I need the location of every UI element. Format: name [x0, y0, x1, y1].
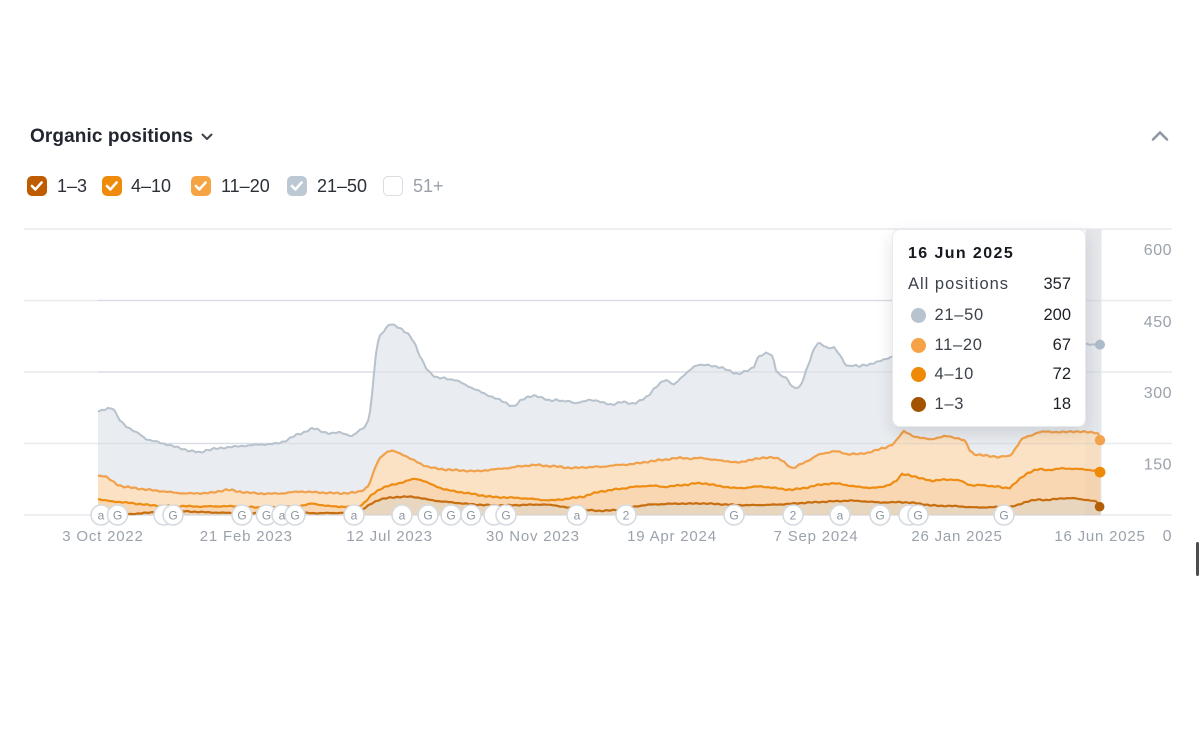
svg-text:26 Jan 2025: 26 Jan 2025: [911, 528, 1002, 545]
svg-text:19 Apr 2024: 19 Apr 2024: [627, 528, 717, 545]
svg-text:a: a: [837, 509, 844, 523]
svg-text:G: G: [290, 509, 299, 523]
svg-text:G: G: [875, 509, 884, 523]
svg-text:150: 150: [1144, 456, 1172, 473]
svg-text:G: G: [113, 509, 122, 523]
svg-text:600: 600: [1144, 242, 1172, 259]
svg-text:12 Jul 2023: 12 Jul 2023: [346, 528, 432, 545]
svg-text:G: G: [446, 509, 455, 523]
svg-text:2: 2: [623, 509, 630, 523]
svg-text:G: G: [237, 509, 246, 523]
svg-text:G: G: [423, 509, 432, 523]
svg-text:7 Sep 2024: 7 Sep 2024: [774, 528, 859, 545]
svg-text:G: G: [262, 509, 271, 523]
svg-text:21 Feb 2023: 21 Feb 2023: [200, 528, 293, 545]
svg-text:16 Jun 2025: 16 Jun 2025: [1054, 528, 1145, 545]
svg-text:G: G: [168, 509, 177, 523]
svg-text:2: 2: [790, 509, 797, 523]
svg-text:a: a: [574, 509, 581, 523]
svg-text:G: G: [729, 509, 738, 523]
svg-text:a: a: [279, 509, 286, 523]
svg-text:a: a: [399, 509, 406, 523]
svg-text:G: G: [913, 509, 922, 523]
svg-text:3 Oct 2022: 3 Oct 2022: [62, 528, 143, 545]
svg-text:30 Nov 2023: 30 Nov 2023: [486, 528, 580, 545]
svg-text:a: a: [98, 509, 105, 523]
svg-text:G: G: [501, 509, 510, 523]
svg-text:450: 450: [1144, 314, 1172, 331]
svg-text:a: a: [351, 509, 358, 523]
svg-text:G: G: [999, 509, 1008, 523]
svg-text:300: 300: [1144, 385, 1172, 402]
svg-text:G: G: [466, 509, 475, 523]
svg-text:0: 0: [1163, 528, 1172, 545]
